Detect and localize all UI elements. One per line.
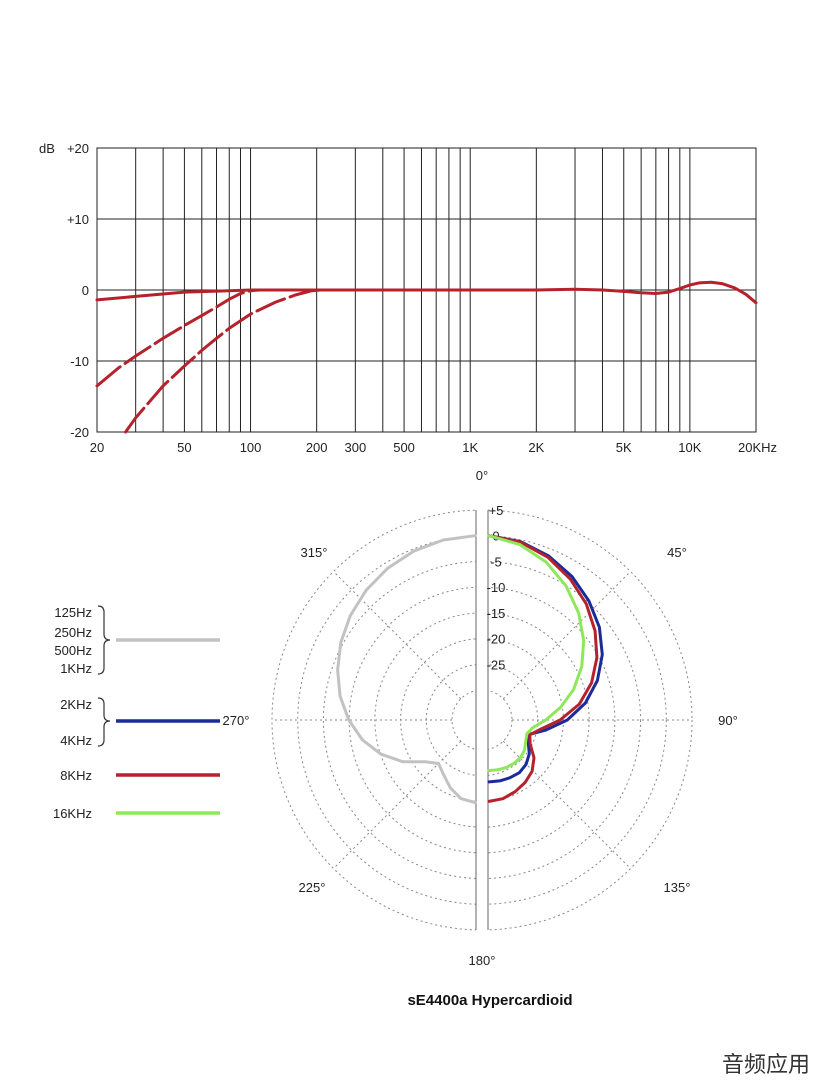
polar-center-gap <box>476 506 488 934</box>
legend-label: 250Hz <box>54 625 92 640</box>
legend-label: 8KHz <box>60 768 92 783</box>
response-line-2 <box>95 288 319 388</box>
x-tick-label: 10K <box>678 440 701 455</box>
ring-label: -20 <box>487 632 506 647</box>
x-tick-label: 5K <box>616 440 632 455</box>
frequency-response-chart: +20 +10 0 -10 -20 dB 20 50 100 200 300 500 1K 2K 5K 10K… <box>39 141 777 455</box>
y-unit-label: dB <box>39 141 55 156</box>
angle-label: 45° <box>667 545 687 560</box>
polar-title: sE4400a Hypercardioid <box>407 992 572 1009</box>
ring-label: -15 <box>487 606 506 621</box>
polar-pattern-chart: +50-5-10-15-20-250°45°90°135°180°225°270… <box>53 468 738 1009</box>
x-tick-label: 1K <box>462 440 478 455</box>
x-tick-label: 50 <box>177 440 191 455</box>
ring-label: -25 <box>487 657 506 672</box>
angle-label: 0° <box>476 468 488 483</box>
polar-spoke <box>333 740 462 869</box>
polar-series-4 <box>487 534 586 773</box>
legend-label: 2KHz <box>60 697 92 712</box>
y-tick-label: -10 <box>70 354 89 369</box>
polar-spoke <box>502 740 631 869</box>
y-tick-label: +10 <box>67 212 89 227</box>
angle-label: 180° <box>469 953 496 968</box>
angle-label: 225° <box>299 880 326 895</box>
angle-label: 315° <box>301 545 328 560</box>
response-line-1 <box>95 280 758 305</box>
polar-legend: 125Hz 250Hz 500Hz 1KHz 2KHz 4KHz 8KHz 16KHz <box>53 605 220 821</box>
polar-series-2 <box>487 534 604 784</box>
ring-label: -5 <box>490 554 502 569</box>
response-line-3 <box>124 288 357 434</box>
polar-ring <box>271 509 693 931</box>
legend-label: 16KHz <box>53 806 92 821</box>
x-tick-label: 200 <box>306 440 328 455</box>
x-tick-label: 100 <box>240 440 262 455</box>
polar-spoke <box>502 571 631 700</box>
polar-ring <box>374 612 590 828</box>
legend-label: 1KHz <box>60 661 92 676</box>
x-tick-label: 20KHz <box>738 440 777 455</box>
legend-bracket <box>97 697 111 747</box>
polar-spoke <box>333 571 462 700</box>
ring-label: +5 <box>489 503 504 518</box>
legend-bracket <box>97 605 111 675</box>
x-tick-label: 300 <box>344 440 366 455</box>
x-tick-label: 20 <box>90 440 104 455</box>
plot-frame <box>96 147 757 433</box>
x-tick-label: 500 <box>393 440 415 455</box>
polar-series-3 <box>487 534 599 803</box>
y-tick-label: +20 <box>67 141 89 156</box>
legend-label: 500Hz <box>54 643 92 658</box>
y-tick-label: -20 <box>70 425 89 440</box>
y-tick-label: 0 <box>82 283 89 298</box>
x-tick-label: 2K <box>528 440 544 455</box>
legend-label: 125Hz <box>54 605 92 620</box>
angle-label: 90° <box>718 713 738 728</box>
ring-label: -10 <box>487 580 506 595</box>
watermark-text: 音频应用 <box>721 1053 810 1078</box>
legend-label: 4KHz <box>60 733 92 748</box>
angle-label: 135° <box>664 880 691 895</box>
angle-label: 270° <box>223 713 250 728</box>
polar-series-1 <box>336 534 477 804</box>
polar-ring <box>297 535 667 905</box>
